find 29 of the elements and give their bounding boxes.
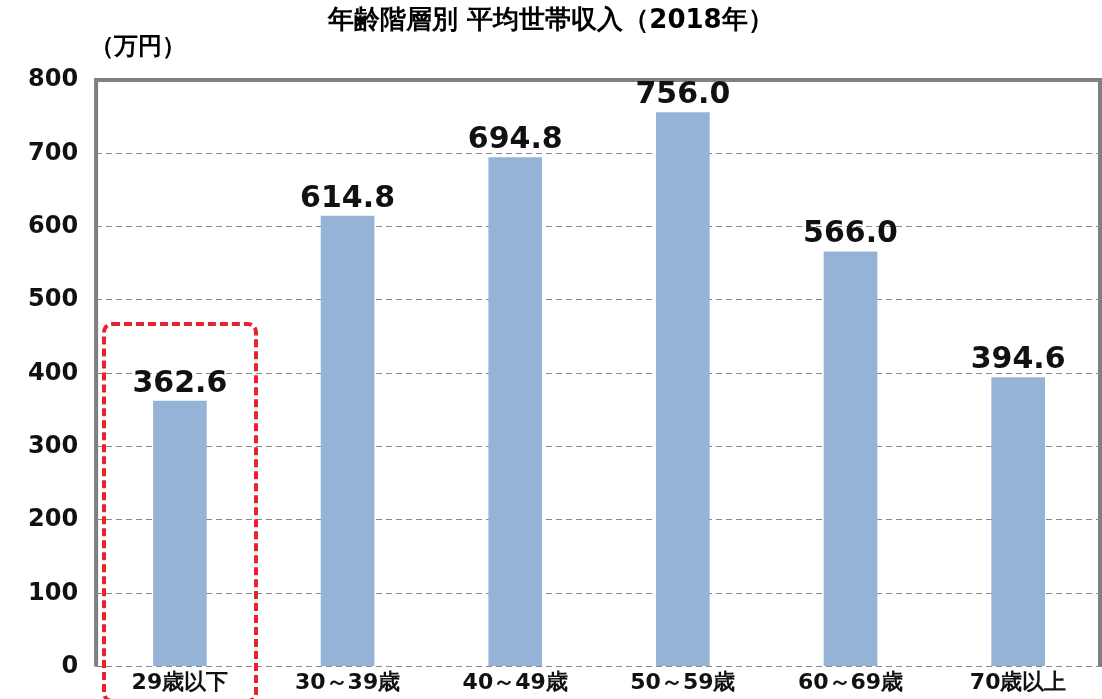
- y-tick-label: 500: [27, 284, 79, 313]
- bar: [823, 251, 878, 667]
- y-tick-label: 0: [61, 650, 79, 679]
- y-tick-label: 800: [27, 64, 79, 93]
- x-tick-label: 50～59歳: [630, 668, 736, 694]
- bar: [153, 400, 207, 667]
- y-tick-label: 100: [27, 577, 79, 606]
- chart-title: 年齢階層別 平均世帯収入（2018年）: [328, 4, 774, 34]
- x-tick-label: 60～69歳: [797, 668, 904, 694]
- y-tick-label: 600: [27, 210, 79, 239]
- y-tick-label: 700: [27, 137, 79, 166]
- y-tick-label: 200: [27, 504, 79, 533]
- x-tick-label: 40～49歳: [462, 668, 568, 694]
- y-axis-title: （万円）: [90, 31, 186, 62]
- y-tick-label: 400: [27, 357, 79, 386]
- x-tick-label: 70歳以上: [969, 668, 1067, 694]
- bar: [991, 377, 1045, 667]
- data-label: 756.0: [635, 75, 731, 111]
- bar: [656, 112, 710, 667]
- bar: [488, 157, 543, 667]
- data-label: 614.8: [300, 178, 396, 214]
- data-label: 362.6: [132, 363, 228, 399]
- x-tick-label: 29歳以下: [131, 668, 229, 694]
- y-tick-label: 300: [27, 430, 79, 459]
- data-label: 394.6: [970, 340, 1066, 376]
- x-tick-label: 30～39歳: [294, 668, 401, 694]
- data-label: 694.8: [467, 119, 563, 155]
- data-label: 566.0: [803, 214, 898, 250]
- bar: [320, 215, 375, 667]
